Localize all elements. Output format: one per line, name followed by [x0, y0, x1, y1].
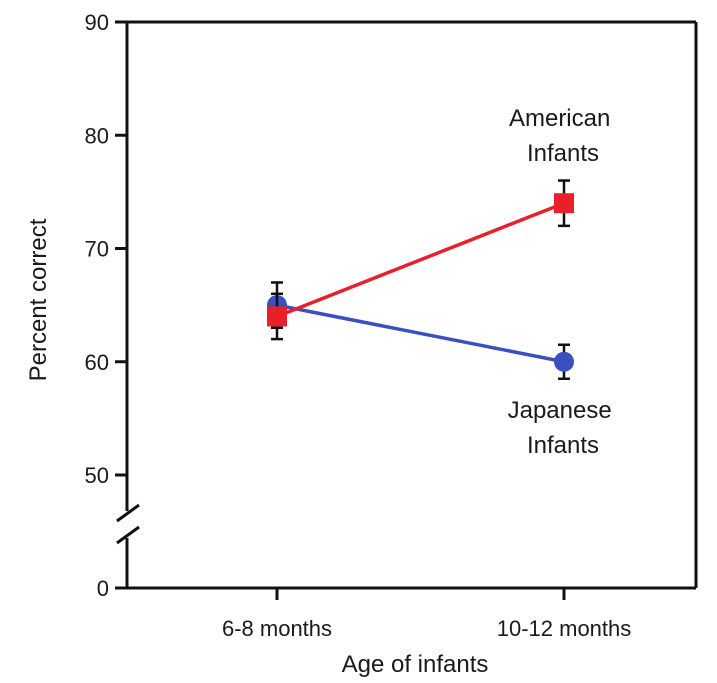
y-tick-label-70: 70	[85, 237, 109, 262]
y-axis-title: Percent correct	[25, 218, 52, 381]
axis-break-mark-lower	[116, 525, 140, 545]
y-tick-label-60: 60	[85, 350, 109, 375]
japanese-infants-line	[276, 303, 565, 364]
x-axis-title: Age of infants	[342, 651, 489, 678]
y-tick-label-50: 50	[85, 463, 109, 488]
japanese-infants-point-1	[554, 351, 574, 372]
x-tick-label-1: 10-12 months	[497, 616, 632, 641]
american-infants-point-1	[554, 193, 574, 214]
japanese-infants-label: Japanese Infants	[508, 397, 619, 459]
x-tick-label-0: 6-8 months	[222, 616, 332, 641]
american-infants-label: American Infants	[509, 105, 617, 167]
american-infants-point-0	[267, 306, 287, 327]
y-tick-label-0: 0	[97, 576, 109, 601]
y-tick-label-80: 80	[85, 123, 109, 148]
american-infants-line	[276, 201, 565, 319]
y-tick-label-90: 90	[85, 10, 109, 35]
axis-break-mark-upper	[116, 503, 140, 523]
